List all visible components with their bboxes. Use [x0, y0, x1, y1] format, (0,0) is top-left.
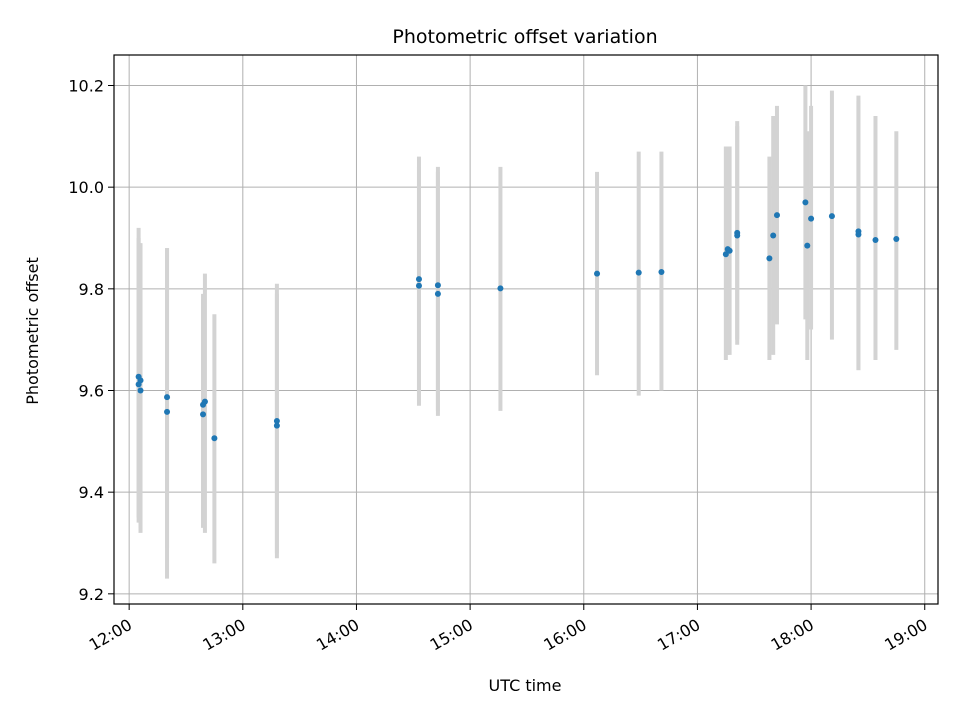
data-point: [434, 282, 441, 289]
y-tick-label: 9.2: [79, 585, 104, 604]
y-axis-label: Photometric offset: [23, 257, 42, 405]
data-point: [434, 290, 441, 297]
chart-title: Photometric offset variation: [392, 26, 657, 48]
data-point: [872, 237, 879, 244]
y-tick-label: 9.8: [79, 280, 104, 299]
data-point: [893, 236, 900, 243]
data-point: [164, 408, 171, 415]
data-point: [211, 435, 218, 442]
data-points-layer: [135, 199, 900, 442]
data-point: [415, 282, 422, 289]
data-point: [773, 212, 780, 219]
data-point: [164, 394, 171, 401]
data-point: [200, 411, 207, 418]
data-point: [855, 231, 862, 238]
data-point: [828, 213, 835, 220]
y-tick-label: 10.0: [68, 178, 104, 197]
x-axis-label: UTC time: [489, 676, 562, 695]
data-point: [201, 398, 208, 405]
data-point: [415, 276, 422, 283]
data-point: [658, 269, 665, 276]
data-point: [770, 232, 777, 239]
y-tick-label: 10.2: [68, 77, 104, 96]
data-point: [726, 247, 733, 254]
data-point: [808, 215, 815, 222]
data-point: [734, 232, 741, 239]
plot-area-background: [114, 55, 938, 604]
data-point: [137, 387, 144, 394]
y-tick-label: 9.6: [79, 382, 104, 401]
data-point: [137, 377, 144, 384]
data-point: [722, 251, 729, 258]
data-point: [635, 269, 642, 276]
data-point: [802, 199, 809, 206]
data-point: [766, 255, 773, 262]
y-tick-label: 9.4: [79, 483, 104, 502]
data-point: [804, 242, 811, 249]
data-point: [273, 418, 280, 424]
data-point: [273, 422, 280, 429]
grid-layer: [114, 55, 938, 604]
data-point: [497, 285, 504, 292]
data-point: [594, 270, 601, 277]
plot-frame: [113, 54, 939, 605]
